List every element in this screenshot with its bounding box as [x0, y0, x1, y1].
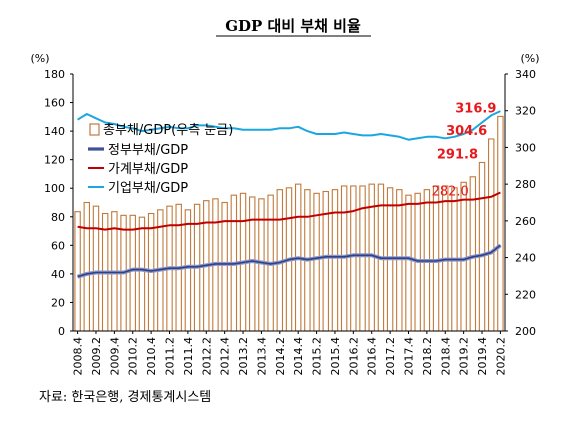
x-tick-label: 2009.2 [90, 337, 103, 376]
left-tick-label: 20 [51, 296, 65, 309]
x-tick-label: 2015.2 [311, 337, 324, 376]
right-tick-label: 300 [515, 141, 536, 154]
total-debt-bar [249, 196, 256, 332]
right-axis-ticks: 200 220 240 260 280 300 320 340 [505, 68, 536, 338]
x-tick-label: 2019.4 [476, 337, 489, 376]
legend-label-total-debt: 총부채/GDP(우측 눈금) [103, 123, 233, 138]
x-tick-label: 2017.4 [403, 337, 416, 376]
total-debt-bar [396, 189, 403, 332]
total-debt-bar [138, 216, 146, 332]
x-tick-label: 2015.4 [329, 337, 342, 376]
series-lines [77, 110, 502, 279]
x-tick-label: 2018.2 [421, 337, 434, 376]
total-debt-bar [129, 214, 136, 332]
x-tick-label: 2012.2 [200, 337, 213, 376]
total-debt-bar [497, 115, 504, 332]
legend-label-government-debt: 정부부채/GDP [108, 143, 188, 158]
x-tick-label: 2013.4 [255, 337, 268, 376]
x-tick-label: 2016.2 [347, 337, 360, 376]
government-debt-line [77, 244, 501, 278]
x-tick-label: 2020.2 [494, 337, 507, 376]
corporate-debt-line [77, 110, 501, 141]
x-tick-label: 2008.4 [72, 337, 85, 376]
chart-axes [72, 74, 506, 332]
x-tick-label: 2011.2 [164, 337, 177, 376]
data-annotations: 316.9 304.6 291.8 282.0 [432, 101, 497, 199]
x-tick-label: 2014.2 [274, 337, 287, 376]
right-axis-unit: (%) [520, 52, 539, 65]
x-tick-label: 2009.4 [108, 337, 121, 376]
chart-title: GDP 대비 부채 비율 [225, 17, 361, 35]
household-debt-line [77, 191, 501, 231]
total-debt-bar [460, 181, 467, 332]
left-tick-label: 60 [51, 239, 65, 252]
left-tick-label: 160 [44, 97, 65, 110]
chart-legend: 총부채/GDP(우측 눈금) 정부부채/GDP 가계부채/GDP 기업부채/GD… [88, 123, 233, 196]
x-tick-label: 2018.4 [439, 337, 452, 376]
x-tick-label: 2011.4 [182, 337, 195, 376]
data-label: 282.0 [432, 185, 469, 200]
right-tick-label: 260 [515, 215, 536, 228]
legend-bar-swatch [89, 123, 100, 136]
x-tick-label: 2010.4 [145, 337, 158, 376]
right-tick-label: 280 [515, 178, 536, 191]
left-axis-unit: (%) [30, 52, 49, 65]
x-axis-ticks: 2008.4 2009.2 2009.4 2010.2 2010.4 2011.2 2011… [72, 331, 507, 376]
total-debt-bar [313, 192, 320, 332]
left-tick-label: 180 [44, 68, 65, 81]
total-debt-bar [74, 211, 81, 332]
legend-label-household-debt: 가계부채/GDP [108, 162, 188, 177]
total-debt-bar [184, 209, 192, 332]
left-tick-label: 120 [44, 154, 65, 167]
right-tick-label: 220 [515, 288, 536, 301]
data-label: 316.9 [455, 101, 496, 116]
x-tick-label: 2012.4 [219, 337, 232, 376]
x-tick-label: 2016.4 [366, 337, 379, 376]
total-debt-bar [487, 138, 495, 332]
left-axis-ticks: 0 20 40 60 80 100 120 140 160 180 [44, 68, 73, 338]
right-tick-label: 200 [515, 325, 536, 338]
left-tick-label: 0 [58, 325, 65, 338]
x-tick-label: 2017.2 [384, 337, 397, 376]
total-debt-bar [432, 185, 440, 332]
legend-label-corporate-debt: 기업부채/GDP [108, 181, 188, 196]
source-note: 자료: 한국은행, 경제통계시스템 [39, 389, 211, 405]
total-debt-bar [92, 205, 100, 332]
right-tick-label: 320 [515, 105, 536, 118]
x-tick-label: 2014.4 [292, 337, 305, 376]
total-debt-bar [331, 189, 339, 332]
right-tick-label: 340 [515, 68, 536, 81]
total-debt-bar [405, 194, 412, 332]
data-label: 304.6 [446, 124, 487, 139]
total-debt-bar [83, 201, 91, 332]
x-tick-label: 2019.2 [458, 337, 471, 376]
right-tick-label: 240 [515, 252, 536, 265]
left-tick-label: 140 [44, 125, 65, 138]
x-tick-label: 2010.2 [127, 337, 140, 376]
left-tick-label: 80 [51, 211, 65, 224]
x-tick-label: 2013.2 [237, 337, 250, 376]
total-debt-bar [478, 161, 486, 332]
left-tick-label: 100 [44, 182, 65, 195]
total-debt-bar [322, 190, 329, 332]
total-debt-bar [350, 185, 357, 332]
data-label: 291.8 [437, 147, 478, 162]
left-tick-label: 40 [51, 268, 65, 281]
